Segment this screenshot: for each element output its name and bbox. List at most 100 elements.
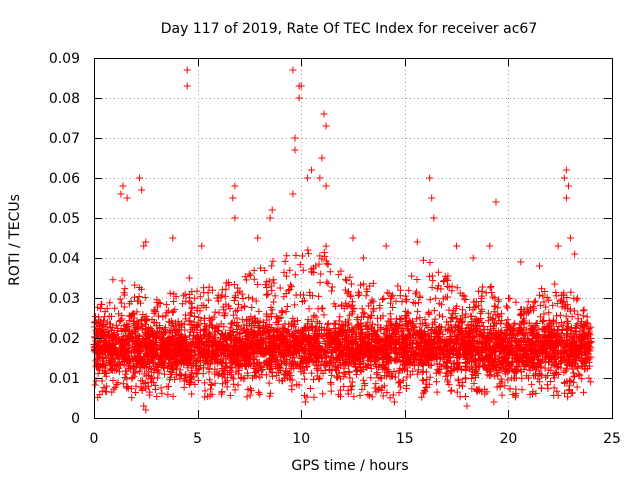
data-point xyxy=(572,342,580,350)
data-point xyxy=(117,317,125,325)
data-point xyxy=(398,298,406,306)
data-point xyxy=(335,271,343,279)
data-point xyxy=(345,288,353,296)
data-point xyxy=(337,392,345,400)
data-point xyxy=(263,322,271,330)
data-point xyxy=(115,310,123,318)
data-point xyxy=(193,287,201,295)
data-point xyxy=(153,298,161,306)
data-point xyxy=(558,326,566,334)
data-point xyxy=(246,349,254,357)
data-point xyxy=(396,379,404,387)
data-point xyxy=(144,323,152,331)
data-point xyxy=(284,287,292,295)
data-point xyxy=(534,352,542,360)
data-point xyxy=(538,384,546,392)
data-point xyxy=(407,348,415,356)
data-point xyxy=(530,348,538,356)
data-point xyxy=(353,321,361,329)
data-point xyxy=(468,341,476,349)
data-point xyxy=(299,328,307,336)
data-point xyxy=(438,313,446,321)
data-point xyxy=(118,315,126,323)
data-point xyxy=(194,376,202,384)
data-point xyxy=(305,323,313,331)
data-point xyxy=(234,306,242,314)
data-point xyxy=(223,383,231,391)
data-point xyxy=(425,308,433,316)
data-point xyxy=(130,314,138,322)
data-point xyxy=(248,304,256,312)
data-point xyxy=(269,257,277,265)
data-point xyxy=(472,357,480,365)
data-point xyxy=(288,359,296,367)
data-point xyxy=(227,324,235,332)
data-point xyxy=(357,368,365,376)
data-point xyxy=(417,353,425,361)
data-point xyxy=(232,341,240,349)
data-point xyxy=(328,371,336,379)
data-point xyxy=(426,258,434,266)
data-point xyxy=(217,358,225,366)
data-point xyxy=(113,330,121,338)
data-point xyxy=(413,276,421,284)
data-point xyxy=(214,297,222,305)
data-point xyxy=(403,373,411,381)
data-point xyxy=(586,331,594,339)
data-point xyxy=(416,314,424,322)
data-point xyxy=(384,335,392,343)
chart-title: Day 117 of 2019, Rate Of TEC Index for r… xyxy=(161,21,537,37)
data-point xyxy=(413,370,421,378)
data-point xyxy=(318,305,326,313)
data-point xyxy=(516,345,524,353)
data-point xyxy=(379,392,387,400)
data-point xyxy=(569,365,577,373)
data-point xyxy=(376,324,384,332)
data-point xyxy=(571,327,579,335)
data-point xyxy=(230,281,238,289)
data-point xyxy=(323,352,331,360)
data-point xyxy=(507,345,515,353)
data-point xyxy=(301,366,309,374)
data-point xyxy=(538,338,546,346)
data-point xyxy=(544,372,552,380)
data-point xyxy=(585,353,593,361)
data-point xyxy=(270,298,278,306)
data-point xyxy=(570,358,578,366)
data-point xyxy=(135,368,143,376)
data-point xyxy=(232,307,240,315)
data-point xyxy=(186,298,194,306)
data-point xyxy=(498,317,506,325)
data-point xyxy=(346,291,354,299)
data-point xyxy=(266,389,274,397)
data-point xyxy=(213,359,221,367)
data-point xyxy=(416,320,424,328)
data-point xyxy=(361,380,369,388)
data-point xyxy=(549,301,557,309)
data-point xyxy=(478,307,486,315)
data-point xyxy=(250,266,258,274)
data-point xyxy=(324,260,332,268)
data-point xyxy=(439,330,447,338)
data-point xyxy=(105,330,113,338)
data-point xyxy=(233,314,241,322)
data-point xyxy=(208,381,216,389)
data-point xyxy=(494,304,502,312)
data-point xyxy=(534,359,542,367)
data-point xyxy=(549,338,557,346)
data-point xyxy=(423,339,431,347)
data-point xyxy=(263,346,271,354)
data-point xyxy=(180,292,188,300)
data-point xyxy=(150,354,158,362)
data-point xyxy=(553,299,561,307)
data-point xyxy=(446,343,454,351)
data-point xyxy=(536,370,544,378)
data-point xyxy=(179,339,187,347)
data-point xyxy=(410,362,418,370)
data-point xyxy=(440,362,448,370)
data-point xyxy=(426,296,434,304)
data-point xyxy=(498,337,506,345)
data-point xyxy=(166,368,174,376)
data-point xyxy=(431,327,439,335)
data-point xyxy=(373,370,381,378)
